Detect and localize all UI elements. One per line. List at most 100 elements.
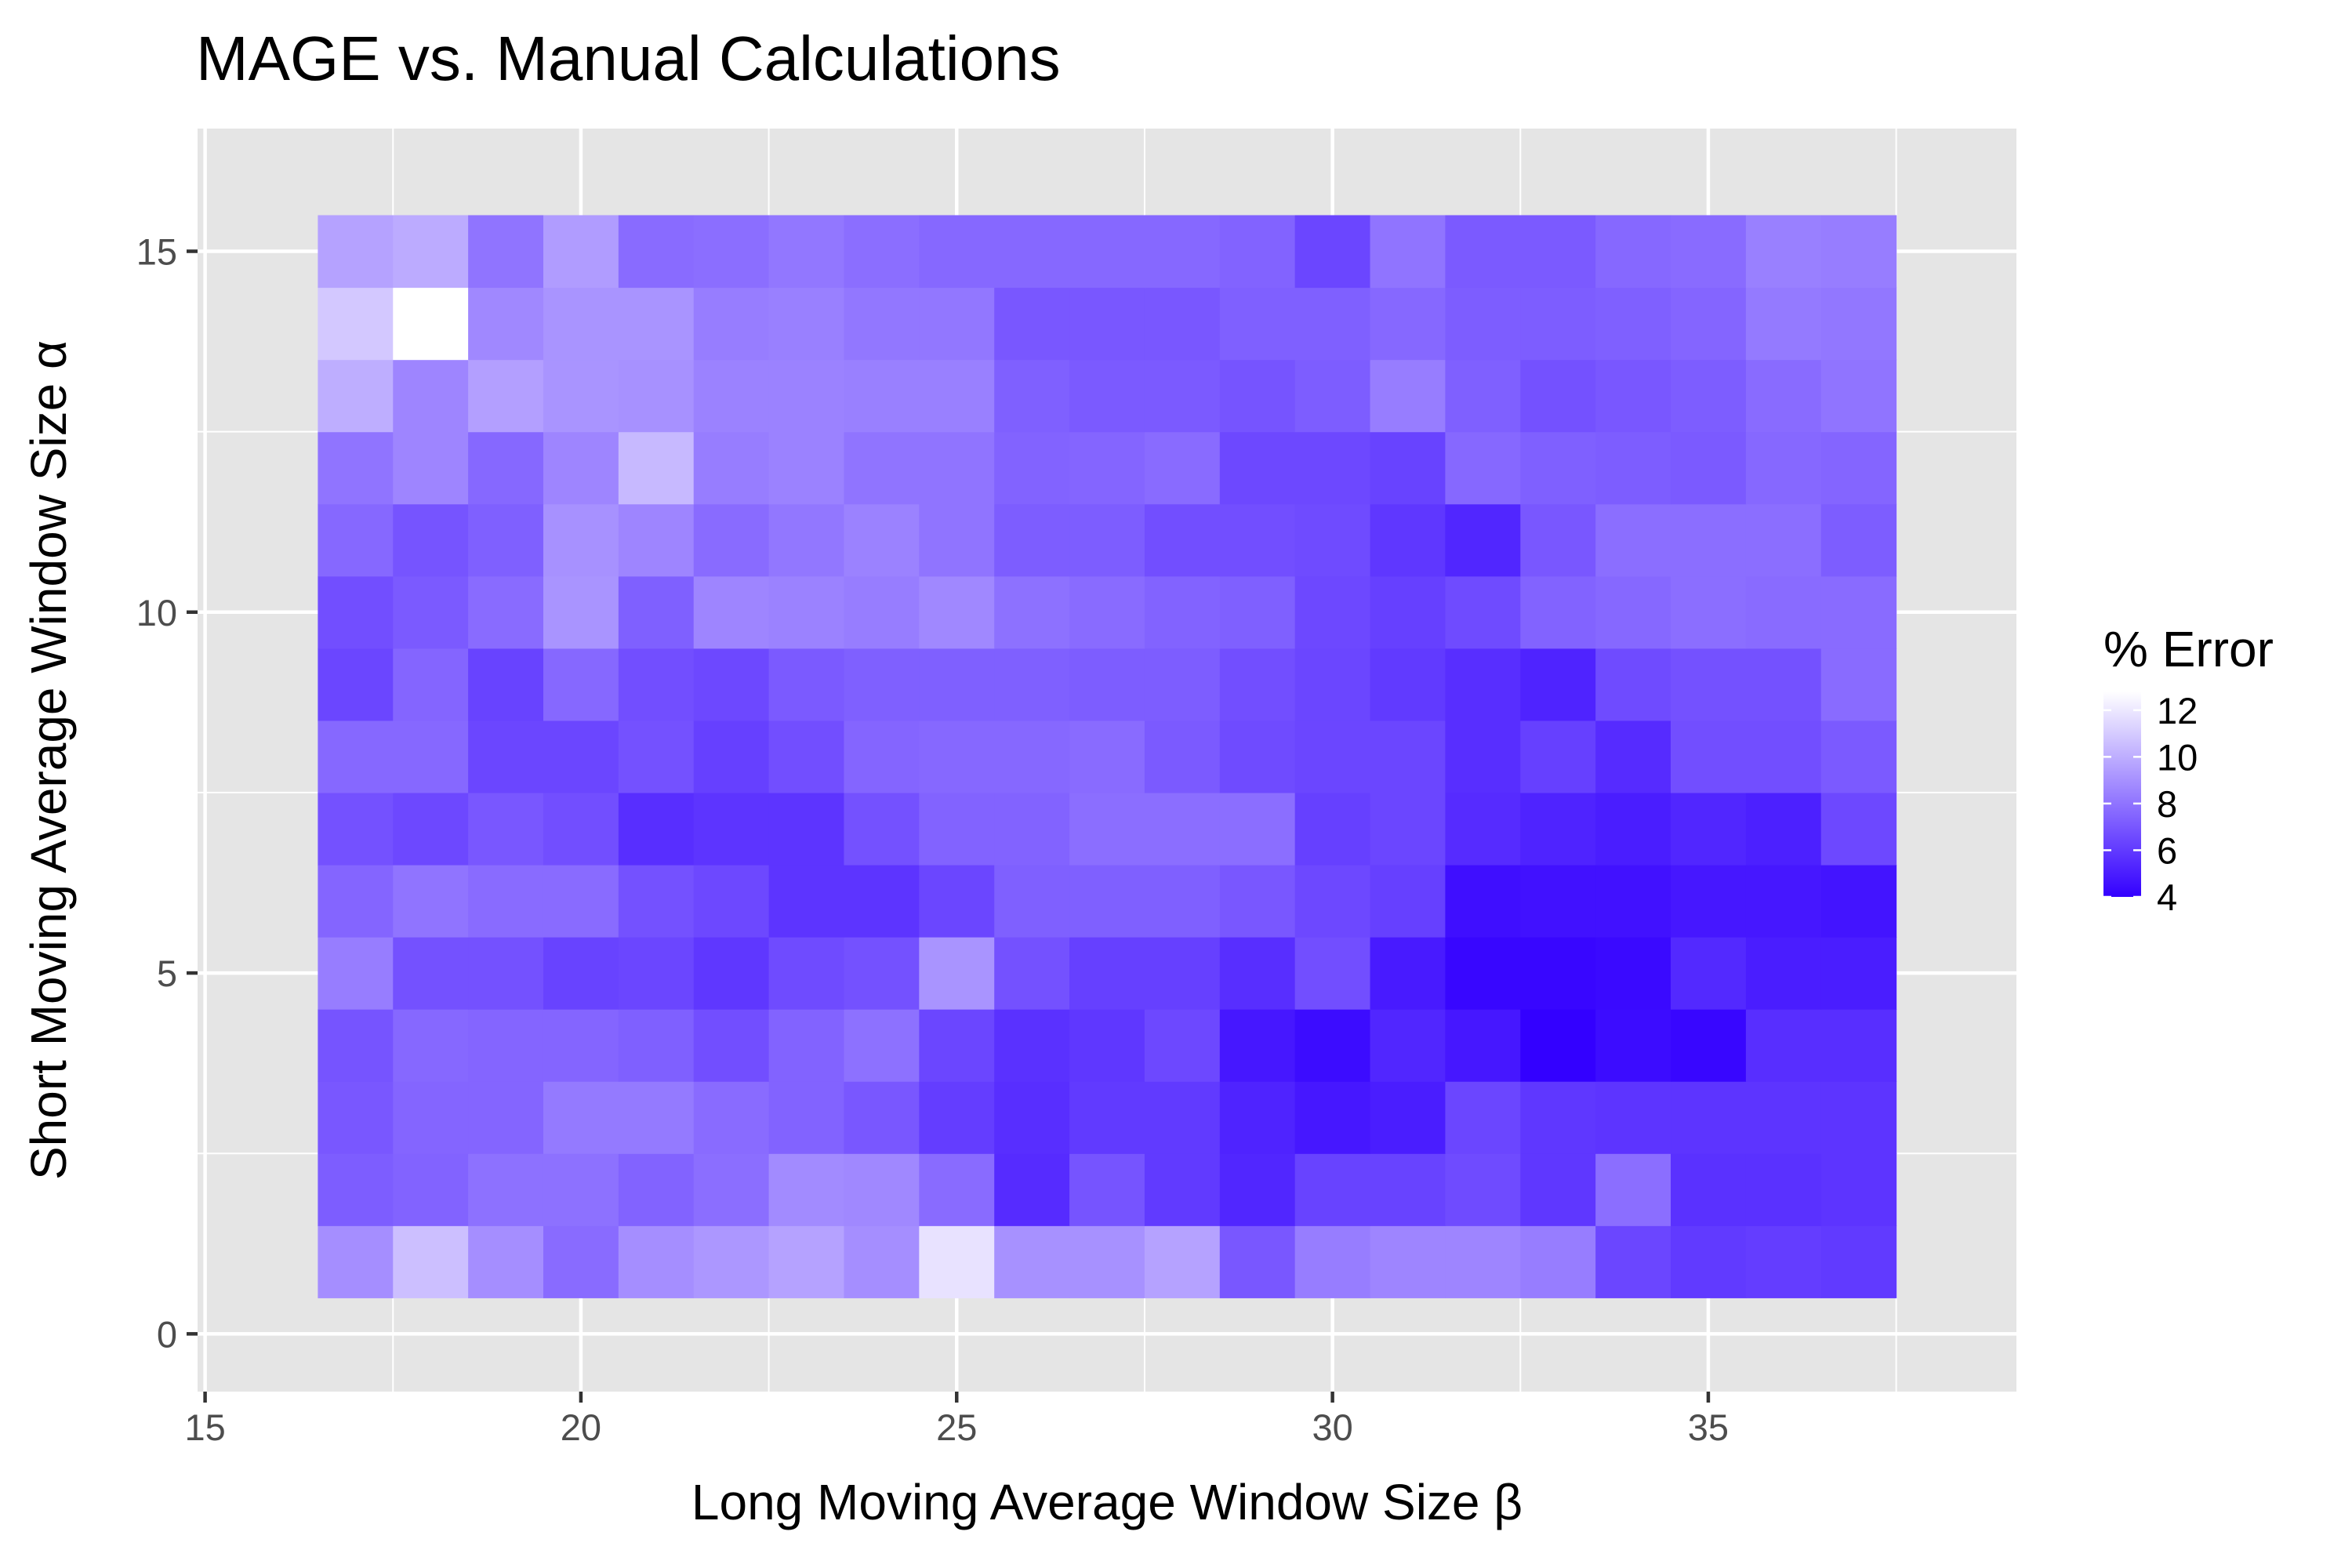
heatmap-cell xyxy=(844,431,920,505)
heatmap-cell xyxy=(393,359,469,433)
heatmap-cell xyxy=(1520,575,1596,649)
heatmap-cell xyxy=(543,1009,619,1082)
heatmap-cell xyxy=(1219,215,1296,289)
heatmap-cell xyxy=(543,359,619,433)
heatmap-cell xyxy=(1294,720,1371,793)
heatmap-cell xyxy=(468,431,544,505)
heatmap-cell xyxy=(1144,648,1221,721)
heatmap-cell xyxy=(1294,359,1371,433)
heatmap-cell xyxy=(543,431,619,505)
heatmap-cell xyxy=(1595,792,1671,866)
legend-tick-label: 12 xyxy=(2157,690,2198,731)
heatmap-cell xyxy=(693,359,770,433)
heatmap-cell xyxy=(768,431,845,505)
heatmap-cell xyxy=(318,1153,394,1226)
heatmap-cell xyxy=(1069,864,1145,938)
heatmap-cell xyxy=(393,1009,469,1082)
heatmap-cell xyxy=(1294,792,1371,866)
heatmap-cell xyxy=(1445,359,1521,433)
heatmap-cell xyxy=(919,648,995,721)
heatmap-cell xyxy=(1820,720,1897,793)
heatmap-cell xyxy=(1219,720,1296,793)
heatmap-cell xyxy=(1595,720,1671,793)
heatmap-cells xyxy=(318,215,1897,1298)
heatmap-cell xyxy=(1219,1009,1296,1082)
heatmap-cell xyxy=(318,215,394,289)
heatmap-cell xyxy=(393,431,469,505)
heatmap-cell xyxy=(1370,1081,1446,1154)
heatmap-cell xyxy=(693,937,770,1010)
heatmap-cell xyxy=(1520,1081,1596,1154)
heatmap-cell xyxy=(1745,720,1822,793)
heatmap-cell xyxy=(1595,648,1671,721)
heatmap-cell xyxy=(1294,1009,1371,1082)
heatmap-cell xyxy=(844,648,920,721)
legend-tick-label: 8 xyxy=(2157,783,2177,825)
heatmap-cell xyxy=(1294,937,1371,1010)
heatmap-cell xyxy=(618,720,695,793)
heatmap-cell xyxy=(919,431,995,505)
heatmap-cell xyxy=(468,720,544,793)
heatmap-cell xyxy=(1671,1009,1747,1082)
heatmap-cell xyxy=(1370,937,1446,1010)
heatmap-cell xyxy=(1219,792,1296,866)
heatmap-cell xyxy=(1520,864,1596,938)
heatmap-cell xyxy=(1671,359,1747,433)
heatmap-cell xyxy=(844,287,920,361)
heatmap-cell xyxy=(1745,431,1822,505)
heatmap-cell xyxy=(1671,287,1747,361)
heatmap-cell xyxy=(768,937,845,1010)
heatmap-cell xyxy=(1745,1153,1822,1226)
heatmap-cell xyxy=(768,720,845,793)
heatmap-cell xyxy=(1294,1081,1371,1154)
x-tick-label: 30 xyxy=(1312,1406,1352,1448)
heatmap-cell xyxy=(618,1081,695,1154)
heatmap-cell xyxy=(1671,215,1747,289)
heatmap-cell xyxy=(393,937,469,1010)
heatmap-cell xyxy=(468,215,544,289)
color-legend: % Error 4 68 10 12 xyxy=(2103,621,2274,918)
heatmap-cell xyxy=(1520,215,1596,289)
heatmap-cell xyxy=(919,359,995,433)
heatmap-cell xyxy=(1069,720,1145,793)
heatmap-cell xyxy=(1820,1081,1897,1154)
heatmap-cell xyxy=(1745,287,1822,361)
heatmap-cell xyxy=(1595,503,1671,577)
heatmap-cell xyxy=(318,1225,394,1298)
heatmap-cell xyxy=(1370,720,1446,793)
heatmap-cell xyxy=(1370,864,1446,938)
heatmap-cell xyxy=(768,792,845,866)
heatmap-cell xyxy=(618,937,695,1010)
heatmap-cell xyxy=(1069,648,1145,721)
heatmap-cell xyxy=(393,575,469,649)
heatmap-cell xyxy=(1219,864,1296,938)
heatmap-cell xyxy=(1595,575,1671,649)
heatmap-cell xyxy=(919,792,995,866)
heatmap-cell xyxy=(618,792,695,866)
heatmap-cell xyxy=(1294,1153,1371,1226)
heatmap-cell xyxy=(1595,431,1671,505)
x-axis: 15 20 25 30 35 xyxy=(184,1392,1729,1448)
heatmap-cell xyxy=(919,215,995,289)
heatmap-cell xyxy=(1445,864,1521,938)
heatmap-cell xyxy=(543,720,619,793)
heatmap-cell xyxy=(994,359,1070,433)
heatmap-cell xyxy=(543,1153,619,1226)
heatmap-cell xyxy=(768,864,845,938)
heatmap-cell xyxy=(1445,503,1521,577)
heatmap-cell xyxy=(1595,864,1671,938)
heatmap-cell xyxy=(1069,792,1145,866)
heatmap-cell xyxy=(693,792,770,866)
heatmap-cell xyxy=(919,1225,995,1298)
heatmap-cell xyxy=(1219,1225,1296,1298)
x-tick-label: 25 xyxy=(936,1406,977,1448)
heatmap-cell xyxy=(1294,215,1371,289)
heatmap-cell xyxy=(543,792,619,866)
heatmap-cell xyxy=(844,1081,920,1154)
heatmap-cell xyxy=(919,937,995,1010)
x-tick-label: 15 xyxy=(184,1406,225,1448)
heatmap-cell xyxy=(768,503,845,577)
heatmap-cell xyxy=(468,937,544,1010)
heatmap-cell xyxy=(994,937,1070,1010)
heatmap-cell xyxy=(1370,648,1446,721)
